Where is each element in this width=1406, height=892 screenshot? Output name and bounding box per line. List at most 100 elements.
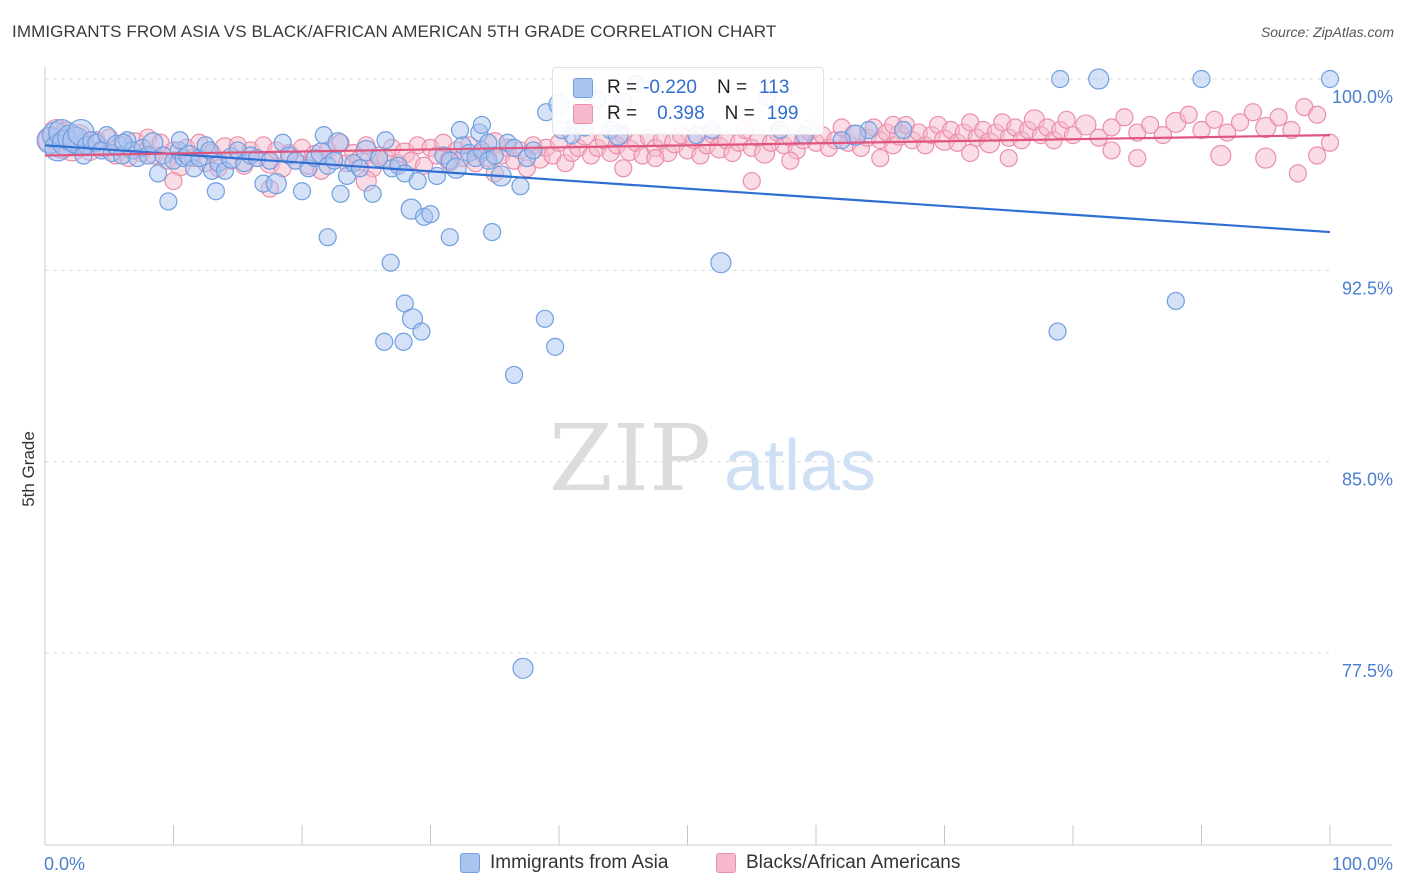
black-swatch <box>573 104 593 124</box>
tick-labels: 77.5% 85.0% 92.5% 100.0% 0.0% 100.0% <box>44 87 1393 874</box>
black-point-169 <box>1179 105 1198 124</box>
black-point-174 <box>1243 103 1263 122</box>
black-point-164 <box>1115 108 1134 127</box>
asia-point-55 <box>350 159 369 178</box>
asia-point-126 <box>512 657 534 679</box>
asia-point-46 <box>292 182 312 201</box>
asia-point-95 <box>440 228 459 247</box>
black-point-192 <box>1320 133 1340 152</box>
asia-point-102 <box>504 365 524 385</box>
asia-point-57 <box>363 184 382 203</box>
y-axis-label: 5th Grade <box>19 431 38 507</box>
asia-swatch <box>573 78 593 98</box>
asia-point-125 <box>1048 322 1067 341</box>
source-label: Source: ZipAtlas.com <box>1260 24 1394 40</box>
asia-point-121 <box>200 141 219 160</box>
asia-point-52 <box>331 184 350 203</box>
trend-line-asia <box>44 144 1331 234</box>
black-point-184 <box>614 159 633 178</box>
legend-item-black[interactable]: Blacks/African Americans <box>716 852 960 874</box>
asia-point-42 <box>265 172 287 195</box>
asia-point-94 <box>318 228 337 247</box>
asia-point-82 <box>524 141 543 160</box>
watermark-zip: ZIP <box>549 405 711 512</box>
asia-point-104 <box>546 337 565 356</box>
asia-r-value: -0.220 <box>643 77 697 98</box>
black-point-190 <box>1288 164 1307 183</box>
stats-box: R = -0.220 N = 113 R = 0.398 N = 199 <box>552 67 824 135</box>
black-point-179 <box>1308 105 1327 124</box>
y-tick-label-0: 77.5% <box>1342 661 1393 681</box>
asia-point-51 <box>325 151 344 170</box>
black-point-191 <box>1308 146 1327 165</box>
legend-swatch-black <box>716 853 736 873</box>
asia-point-117 <box>894 120 913 140</box>
black-n-value: 199 <box>766 103 799 124</box>
y-tick-label-3: 100.0% <box>1332 87 1393 107</box>
asia-point-130 <box>1166 291 1185 311</box>
asia-point-122 <box>832 131 851 150</box>
asia-n-label: N = <box>716 77 748 98</box>
asia-point-24 <box>159 192 178 211</box>
black-r-value: 0.398 <box>657 103 705 124</box>
black-point-176 <box>1269 108 1288 127</box>
asia-point-111 <box>472 115 491 135</box>
asia-point-80 <box>511 177 530 196</box>
black-point-173 <box>1230 113 1250 132</box>
black-point-196 <box>1210 144 1232 167</box>
y-tick-label-1: 85.0% <box>1342 470 1393 490</box>
asia-point-106 <box>483 222 502 242</box>
legend-item-asia[interactable]: Immigrants from Asia <box>460 852 668 874</box>
black-point-171 <box>1205 110 1224 129</box>
black-point-167 <box>1153 126 1173 145</box>
stats-row-black: R = 0.398 N = 199 <box>573 102 798 126</box>
black-point-180 <box>164 171 183 191</box>
black-point-170 <box>1192 120 1211 140</box>
black-point-163 <box>1102 118 1121 137</box>
asia-point-70 <box>445 157 467 179</box>
trend-line-black <box>44 134 1331 157</box>
legend: Immigrants from Asia Blacks/African Amer… <box>0 852 1406 878</box>
legend-swatch-asia <box>460 853 480 873</box>
black-point-177 <box>1282 120 1301 140</box>
asia-point-131 <box>1320 69 1340 89</box>
black-point-188 <box>1128 148 1147 168</box>
asia-point-67 <box>427 166 447 186</box>
asia-r-label: R = <box>607 77 638 98</box>
axes <box>44 67 1392 846</box>
asia-point-103 <box>535 309 554 328</box>
asia-point-92 <box>450 120 470 140</box>
asia-point-105 <box>710 252 732 274</box>
black-point-194 <box>781 151 800 170</box>
black-n-label: N = <box>724 103 755 124</box>
y-tick-label-2: 92.5% <box>1342 278 1393 298</box>
black-point-198 <box>646 148 665 168</box>
x-tick-label-0: 0.0% <box>44 854 85 874</box>
black-point-175 <box>1255 116 1277 139</box>
asia-point-96 <box>381 253 400 272</box>
legend-label-black: Blacks/African Americans <box>746 852 961 873</box>
black-point-189 <box>1255 147 1277 169</box>
asia-point-66 <box>421 205 440 224</box>
asia-point-124 <box>479 133 498 152</box>
trend-lines <box>44 134 1331 234</box>
asia-point-120 <box>170 131 190 150</box>
asia-point-59 <box>376 131 395 150</box>
asia-point-64 <box>408 171 427 191</box>
asia-point-91 <box>327 132 349 154</box>
black-point-186 <box>871 148 890 168</box>
black-point-193 <box>961 143 980 163</box>
chart-title: IMMIGRANTS FROM ASIA VS BLACK/AFRICAN AM… <box>12 22 777 41</box>
black-point-161 <box>1075 114 1097 136</box>
asia-point-22 <box>148 164 168 183</box>
asia-point-99 <box>412 322 431 341</box>
asia-point-101 <box>394 332 413 351</box>
watermark: ZIP atlas <box>549 405 876 512</box>
asia-point-132 <box>1192 69 1211 89</box>
legend-label-asia: Immigrants from Asia <box>490 852 669 873</box>
asia-point-128 <box>114 133 133 152</box>
black-point-159 <box>1057 110 1076 129</box>
asia-point-133 <box>1088 68 1110 90</box>
asia-point-134 <box>1051 69 1070 89</box>
